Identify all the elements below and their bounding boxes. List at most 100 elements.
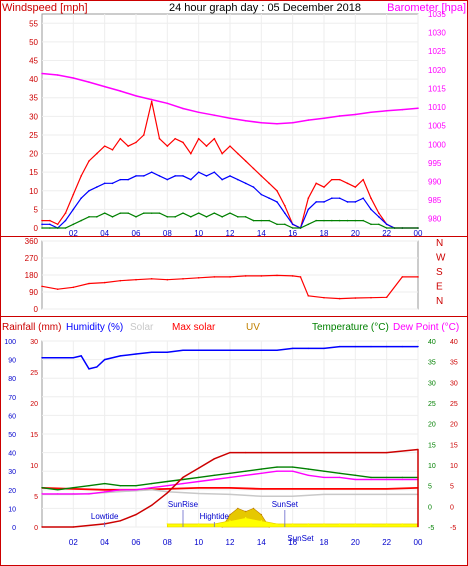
wind-tick-45: 45 <box>29 57 38 66</box>
series-solar <box>42 489 418 498</box>
point-max-solar-7 <box>260 488 263 490</box>
humidity-tick-0: 0 <box>12 525 16 532</box>
temp-tick-40: 40 <box>428 339 436 346</box>
point-solar-6 <box>197 492 200 495</box>
point-low-42 <box>370 223 372 226</box>
point-gust-20 <box>197 137 200 140</box>
point-direction-15 <box>276 274 278 277</box>
x3-tick-02: 02 <box>69 538 78 547</box>
point-low-35 <box>315 219 317 222</box>
point-sun-6 <box>260 520 263 522</box>
x3-tick-10: 10 <box>194 538 203 547</box>
rain-tick-5: 5 <box>34 494 38 501</box>
series-direction <box>41 274 418 300</box>
point-rainfall-mm-9 <box>213 458 216 460</box>
point-barometer-hpa-10 <box>197 111 200 114</box>
panel-3-x-ticks: 02 04 06 08 10 12 14 16 18 20 22 00 <box>69 538 423 547</box>
point-low-3 <box>64 227 67 229</box>
point-low-23 <box>221 216 223 218</box>
point-average-30 <box>276 201 278 203</box>
point-low-9 <box>111 216 114 218</box>
point-direction-11 <box>213 276 216 278</box>
dir-tick-270: 270 <box>25 254 39 263</box>
point-direction-6 <box>135 278 137 281</box>
legend-rainfall-mm: Rainfall (mm) <box>2 322 61 333</box>
point-low-32 <box>291 227 294 229</box>
point-average-1 <box>49 223 51 226</box>
point-rainfall-mm-16 <box>385 451 388 454</box>
point-max-solar-1 <box>72 488 75 490</box>
point-temperature-c-14 <box>260 468 263 470</box>
point-direction-19 <box>323 296 325 299</box>
point-low-0 <box>41 227 43 229</box>
point-rainfall-mm-10 <box>229 451 231 454</box>
windspeed-axis-ticks: 0 5 10 15 20 25 30 35 40 45 50 55 <box>29 19 38 233</box>
point-average-21 <box>205 175 208 177</box>
rain-tick-25: 25 <box>30 370 38 377</box>
point-low-15 <box>158 212 161 214</box>
point-barometer-hpa-16 <box>291 121 294 124</box>
annot-hightide-2: Hightide <box>200 512 230 521</box>
point-low-25 <box>237 216 239 218</box>
point-humidity-12 <box>197 349 200 351</box>
annot-lowtide-0: Lowtide <box>91 512 119 521</box>
annot-sunset-3: SunSet <box>272 500 299 509</box>
compass-w-1: W <box>436 253 446 264</box>
point-low-5 <box>80 219 82 222</box>
wind-tick-5: 5 <box>34 205 39 214</box>
x3-tick-04: 04 <box>100 538 109 547</box>
point-dew-point-c-1 <box>56 493 59 495</box>
point-low-33 <box>299 227 302 229</box>
point-humidity-19 <box>307 347 310 350</box>
legend-max-solar: Max solar <box>172 322 216 333</box>
point-barometer-hpa-14 <box>260 121 263 124</box>
x3-tick-12: 12 <box>226 538 235 547</box>
point-humidity-22 <box>354 345 357 348</box>
point-temperature-c-4 <box>103 482 106 485</box>
point-average-22 <box>213 171 216 173</box>
x3-tick-16: 16 <box>288 538 297 547</box>
point-humidity-5 <box>96 366 98 368</box>
point-dew-point-c-5 <box>119 489 122 491</box>
dir-tick-360: 360 <box>25 237 39 246</box>
point-average-39 <box>346 201 349 203</box>
point-dew-point-c-23 <box>401 478 404 481</box>
panel-2-grid <box>42 240 418 310</box>
point-temperature-c-23 <box>401 476 404 479</box>
x-tick-16: 16 <box>288 229 297 238</box>
point-dew-point-c-7 <box>150 487 153 489</box>
point-low-19 <box>190 216 192 218</box>
point-barometer-hpa-13 <box>244 120 247 122</box>
point-gust-17 <box>174 137 176 140</box>
point-average-12 <box>135 175 137 177</box>
point-average-23 <box>221 178 223 181</box>
point-gust-30 <box>276 189 278 192</box>
compass-n-4: N <box>436 296 443 307</box>
point-gust-13 <box>143 134 145 136</box>
baro-tick-1035: 1035 <box>428 10 446 19</box>
panel-1-series <box>41 72 419 229</box>
temp-tick-15: 15 <box>428 442 436 449</box>
x3-tick-18: 18 <box>320 538 329 547</box>
point-dew-point-c-15 <box>276 470 278 472</box>
point-dew-point-c-9 <box>182 482 184 485</box>
point-sun-13 <box>370 523 372 525</box>
point-low-43 <box>378 223 380 226</box>
point-humidity-11 <box>182 349 184 351</box>
point-average-9 <box>111 182 114 185</box>
point-barometer-hpa-21 <box>370 111 372 114</box>
point-low-2 <box>56 227 59 229</box>
point-average-19 <box>190 178 192 181</box>
point-sun-12 <box>354 523 357 525</box>
point-gust-0 <box>41 219 43 222</box>
point-dew-point-c-8 <box>166 484 169 487</box>
point-barometer-hpa-11 <box>213 114 216 117</box>
point-temperature-c-10 <box>197 476 200 479</box>
point-direction-25 <box>417 276 419 278</box>
humidity-tick-60: 60 <box>8 413 16 420</box>
humidity-tick-50: 50 <box>8 432 16 439</box>
point-max-solar-10 <box>354 488 357 490</box>
wind-tick-25: 25 <box>29 131 38 140</box>
series-sun <box>167 517 419 528</box>
panel-2-series <box>41 274 419 300</box>
